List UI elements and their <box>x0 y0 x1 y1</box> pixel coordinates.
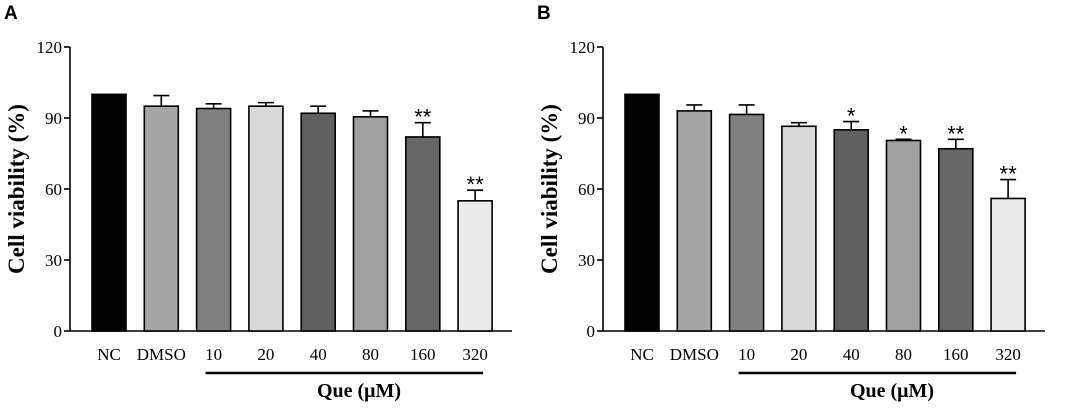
error-bar <box>205 103 222 109</box>
y-tick-label: 0 <box>54 322 63 341</box>
error-bar <box>843 120 860 130</box>
significance-mark: ** <box>947 121 965 146</box>
error-bar <box>790 121 807 127</box>
x-category-label: 320 <box>995 345 1021 364</box>
x-category-label: 10 <box>205 345 222 364</box>
bar-chart-b: B Cell viability (%) Que (μM) ** **** 030… <box>537 3 1045 402</box>
bar-nc <box>624 93 660 332</box>
bars-b <box>624 93 1026 332</box>
x-category-label: 10 <box>738 345 755 364</box>
x-category-label: 80 <box>895 345 912 364</box>
bar-10 <box>195 107 232 332</box>
bar-dmso <box>143 105 180 332</box>
bar-40 <box>300 112 337 332</box>
panel-label-b: B <box>537 3 551 24</box>
y-ticks-a: 0 30 60 90 120 <box>37 38 70 341</box>
y-tick-label: 60 <box>578 180 595 199</box>
significance-mark: ** <box>1000 162 1018 187</box>
x-categories-a: NC DMSO 10 20 40 80 160 320 <box>97 345 488 364</box>
y-tick-label: 120 <box>570 38 596 57</box>
significance-marks-b: ** **** <box>847 104 1017 187</box>
bar-20 <box>248 105 284 332</box>
error-bar <box>738 104 755 115</box>
x-category-label: 160 <box>943 345 969 364</box>
x-category-label: DMSO <box>670 345 719 364</box>
chart-panel-b: B Cell viability (%) Que (μM) * * ** ** 0 30… <box>533 0 1065 409</box>
significance-mark: * <box>847 104 856 129</box>
x-category-label: DMSO <box>137 345 186 364</box>
error-bar <box>895 138 912 141</box>
bar-10 <box>728 113 765 332</box>
y-ticks-b: 0 30 60 90 120 <box>570 38 603 341</box>
bar-40 <box>833 129 870 332</box>
panel-label-a: A <box>4 3 18 24</box>
y-tick-label: 90 <box>45 109 62 128</box>
significance-mark: ** <box>467 172 485 197</box>
x-category-label: 20 <box>257 345 274 364</box>
x-category-label: 320 <box>462 345 488 364</box>
error-bars-b <box>686 104 1017 199</box>
error-bar <box>947 138 964 149</box>
x-category-label: 80 <box>362 345 379 364</box>
error-bar <box>467 189 484 201</box>
error-bar <box>414 121 431 137</box>
y-tick-label: 120 <box>37 38 63 57</box>
axes-b <box>602 47 1045 332</box>
y-tick-label: 30 <box>45 251 62 270</box>
x-category-label: 20 <box>790 345 807 364</box>
significance-mark: ** <box>414 105 432 130</box>
axes-a <box>69 47 512 332</box>
error-bar <box>310 105 327 114</box>
bar-chart-a: A Cell viability (%) Que (μM) ** ** 0 30 60… <box>4 3 512 402</box>
x-category-label: NC <box>97 345 121 364</box>
y-tick-label: 30 <box>578 251 595 270</box>
significance-marks-a: ** ** <box>414 105 484 197</box>
x-categories-b: NC DMSO 10 20 40 80 160 320 <box>630 345 1021 364</box>
x-category-label: NC <box>630 345 654 364</box>
bar-320 <box>990 197 1026 332</box>
bars-a <box>91 93 493 332</box>
y-tick-label: 90 <box>578 109 595 128</box>
bar-20 <box>781 125 817 332</box>
error-bar <box>362 110 379 117</box>
y-axis-label-a: Cell viability (%) <box>4 104 29 274</box>
x-category-label: 40 <box>843 345 860 364</box>
bar-80 <box>885 139 922 332</box>
bar-80 <box>352 116 389 332</box>
y-axis-label-b: Cell viability (%) <box>537 104 562 274</box>
error-bar <box>1000 178 1017 199</box>
bar-160 <box>937 147 974 332</box>
bar-160 <box>404 136 441 332</box>
y-tick-label: 0 <box>587 322 596 341</box>
x-axis-label-b: Que (μM) <box>850 380 934 402</box>
bar-320 <box>457 200 493 332</box>
bar-dmso <box>676 110 713 332</box>
error-bar <box>686 104 703 111</box>
x-category-label: 160 <box>410 345 436 364</box>
error-bars-a <box>153 94 484 201</box>
bar-nc <box>91 93 127 332</box>
chart-panel-a: A Cell viability (%) Que (μM) ** ** 0 30 60… <box>0 0 532 409</box>
y-tick-label: 60 <box>45 180 62 199</box>
x-axis-label-a: Que (μM) <box>317 380 401 402</box>
error-bar <box>153 94 170 107</box>
error-bar <box>257 101 274 107</box>
x-category-label: 40 <box>310 345 327 364</box>
significance-mark: * <box>899 121 908 146</box>
